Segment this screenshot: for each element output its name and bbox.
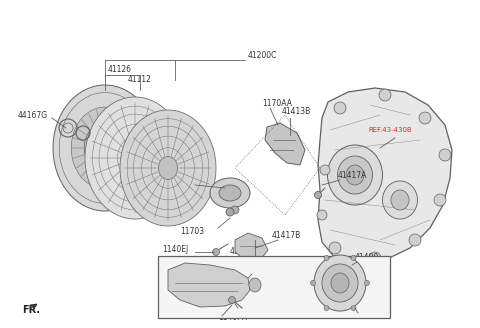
Ellipse shape [311,280,315,285]
Ellipse shape [231,206,239,214]
Text: 1170AA: 1170AA [262,98,292,108]
Ellipse shape [314,192,322,198]
Ellipse shape [71,107,139,189]
Text: REF.43-430B: REF.43-430B [368,127,412,133]
Ellipse shape [322,264,358,302]
Text: 41462A: 41462A [358,311,387,319]
Polygon shape [235,233,268,260]
Ellipse shape [439,149,451,161]
Text: 41417B: 41417B [272,231,301,239]
Ellipse shape [314,255,366,311]
Ellipse shape [419,112,431,124]
Ellipse shape [337,156,372,194]
Ellipse shape [331,273,349,293]
Ellipse shape [334,102,346,114]
Ellipse shape [228,297,236,303]
Text: 41657: 41657 [252,268,276,277]
Ellipse shape [158,156,178,180]
Text: 41413B: 41413B [282,108,311,116]
Text: FR.: FR. [22,305,40,315]
Text: 11703: 11703 [180,228,204,236]
Ellipse shape [434,194,446,206]
Text: 44167G: 44167G [18,112,48,120]
FancyBboxPatch shape [158,256,390,318]
Ellipse shape [53,85,157,211]
Text: 41420E: 41420E [152,178,181,188]
Ellipse shape [213,249,219,256]
Text: 1140EJ: 1140EJ [162,245,188,255]
Ellipse shape [369,252,381,264]
Ellipse shape [96,137,114,159]
Polygon shape [265,123,305,165]
Ellipse shape [329,242,341,254]
Text: 41126: 41126 [108,66,132,74]
Text: 41490: 41490 [355,254,379,262]
Ellipse shape [226,208,234,216]
Ellipse shape [85,97,185,219]
Ellipse shape [249,278,261,292]
Ellipse shape [391,190,409,210]
Ellipse shape [84,123,126,173]
Text: 41417A: 41417A [338,172,367,180]
Ellipse shape [351,256,356,260]
Ellipse shape [364,280,370,285]
Text: 41200C: 41200C [248,51,277,60]
Ellipse shape [346,165,364,185]
Text: 1140FH: 1140FH [218,314,247,322]
Text: 41112: 41112 [128,75,152,85]
Ellipse shape [317,210,327,220]
Ellipse shape [219,185,241,201]
Text: 41657: 41657 [232,305,256,315]
Ellipse shape [120,110,216,226]
Ellipse shape [324,256,329,260]
Ellipse shape [320,165,330,175]
Ellipse shape [125,146,145,170]
Text: 41470A: 41470A [230,248,260,256]
Ellipse shape [324,306,329,311]
Ellipse shape [383,181,418,219]
Ellipse shape [351,306,356,311]
Ellipse shape [379,89,391,101]
Polygon shape [168,263,250,307]
Ellipse shape [210,178,250,208]
Ellipse shape [327,145,383,205]
Polygon shape [318,88,452,265]
Ellipse shape [409,234,421,246]
